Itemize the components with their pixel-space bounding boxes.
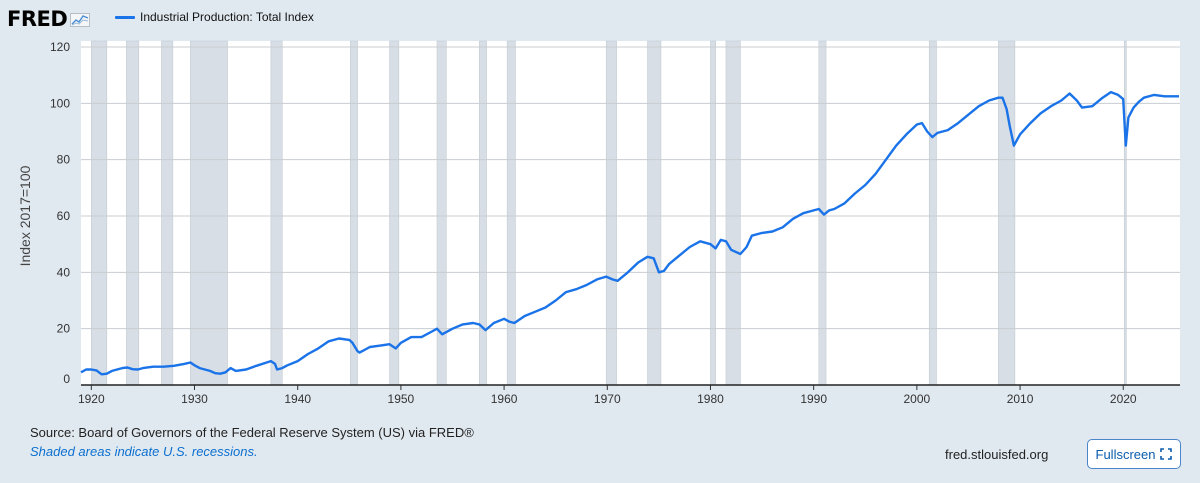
y-tick-label: 40 [57,265,71,279]
recession-shading [91,40,1127,386]
recession-band [725,40,741,386]
expand-icon [1160,448,1173,460]
recession-band [1123,40,1127,386]
recession-band [928,40,937,386]
x-tick-label: 1940 [284,392,311,406]
source-text: Source: Board of Governors of the Federa… [30,425,474,440]
recession-band [479,40,487,386]
fred-logo: FRED [7,7,91,31]
x-tick-label: 1980 [697,392,724,406]
x-tick-label: 1930 [181,392,208,406]
recession-band [161,40,174,386]
fullscreen-button[interactable]: Fullscreen [1087,439,1181,469]
chart-gridlines [81,46,1180,330]
x-axis-ticks: 1920 1930 1940 1950 1960 1970 1980 1990 2000 2010… [78,385,1137,406]
chart-legend: Industrial Production: Total Index [115,10,314,24]
recession-band [605,40,617,386]
recession-band [350,40,358,386]
x-tick-label: 1990 [800,392,827,406]
recession-note: Shaded areas indicate U.S. recessions. [30,444,258,459]
recession-band [506,40,516,386]
x-tick-label: 2020 [1110,392,1137,406]
y-tick-label: 80 [57,153,71,167]
recession-band [270,40,283,386]
recession-band [126,40,140,386]
y-axis-ticks: 0 20 40 60 80 100 120 [50,40,70,386]
y-tick-label: 60 [57,209,71,223]
y-tick-label: 100 [50,96,70,110]
fullscreen-label: Fullscreen [1095,446,1156,462]
site-url-text: fred.stlouisfed.org [945,447,1049,462]
y-tick-label: 0 [63,372,70,386]
recession-band [647,40,662,386]
x-tick-label: 1970 [594,392,621,406]
y-tick-label: 20 [57,322,71,336]
legend-line-swatch [115,15,135,19]
recession-band [91,40,108,386]
line-chart: 0 20 40 60 80 100 120 1920 1930 1940 1950 1960 1970… [17,40,1180,406]
x-tick-label: 1920 [78,392,105,406]
recession-band [998,40,1016,386]
recession-band [190,40,228,386]
legend-label: Industrial Production: Total Index [140,10,314,24]
x-tick-label: 2010 [1007,392,1034,406]
y-tick-label: 120 [50,40,70,54]
recession-band [710,40,716,386]
mini-graph-icon [70,13,91,27]
series-line-industrial-production[interactable] [80,90,1179,376]
x-tick-label: 1960 [491,392,518,406]
y-axis-title: Index 2017=100 [17,165,33,266]
x-tick-label: 1950 [388,392,415,406]
fred-logo-text: FRED [7,7,68,31]
x-tick-label: 2000 [904,392,931,406]
recession-band [389,40,400,386]
